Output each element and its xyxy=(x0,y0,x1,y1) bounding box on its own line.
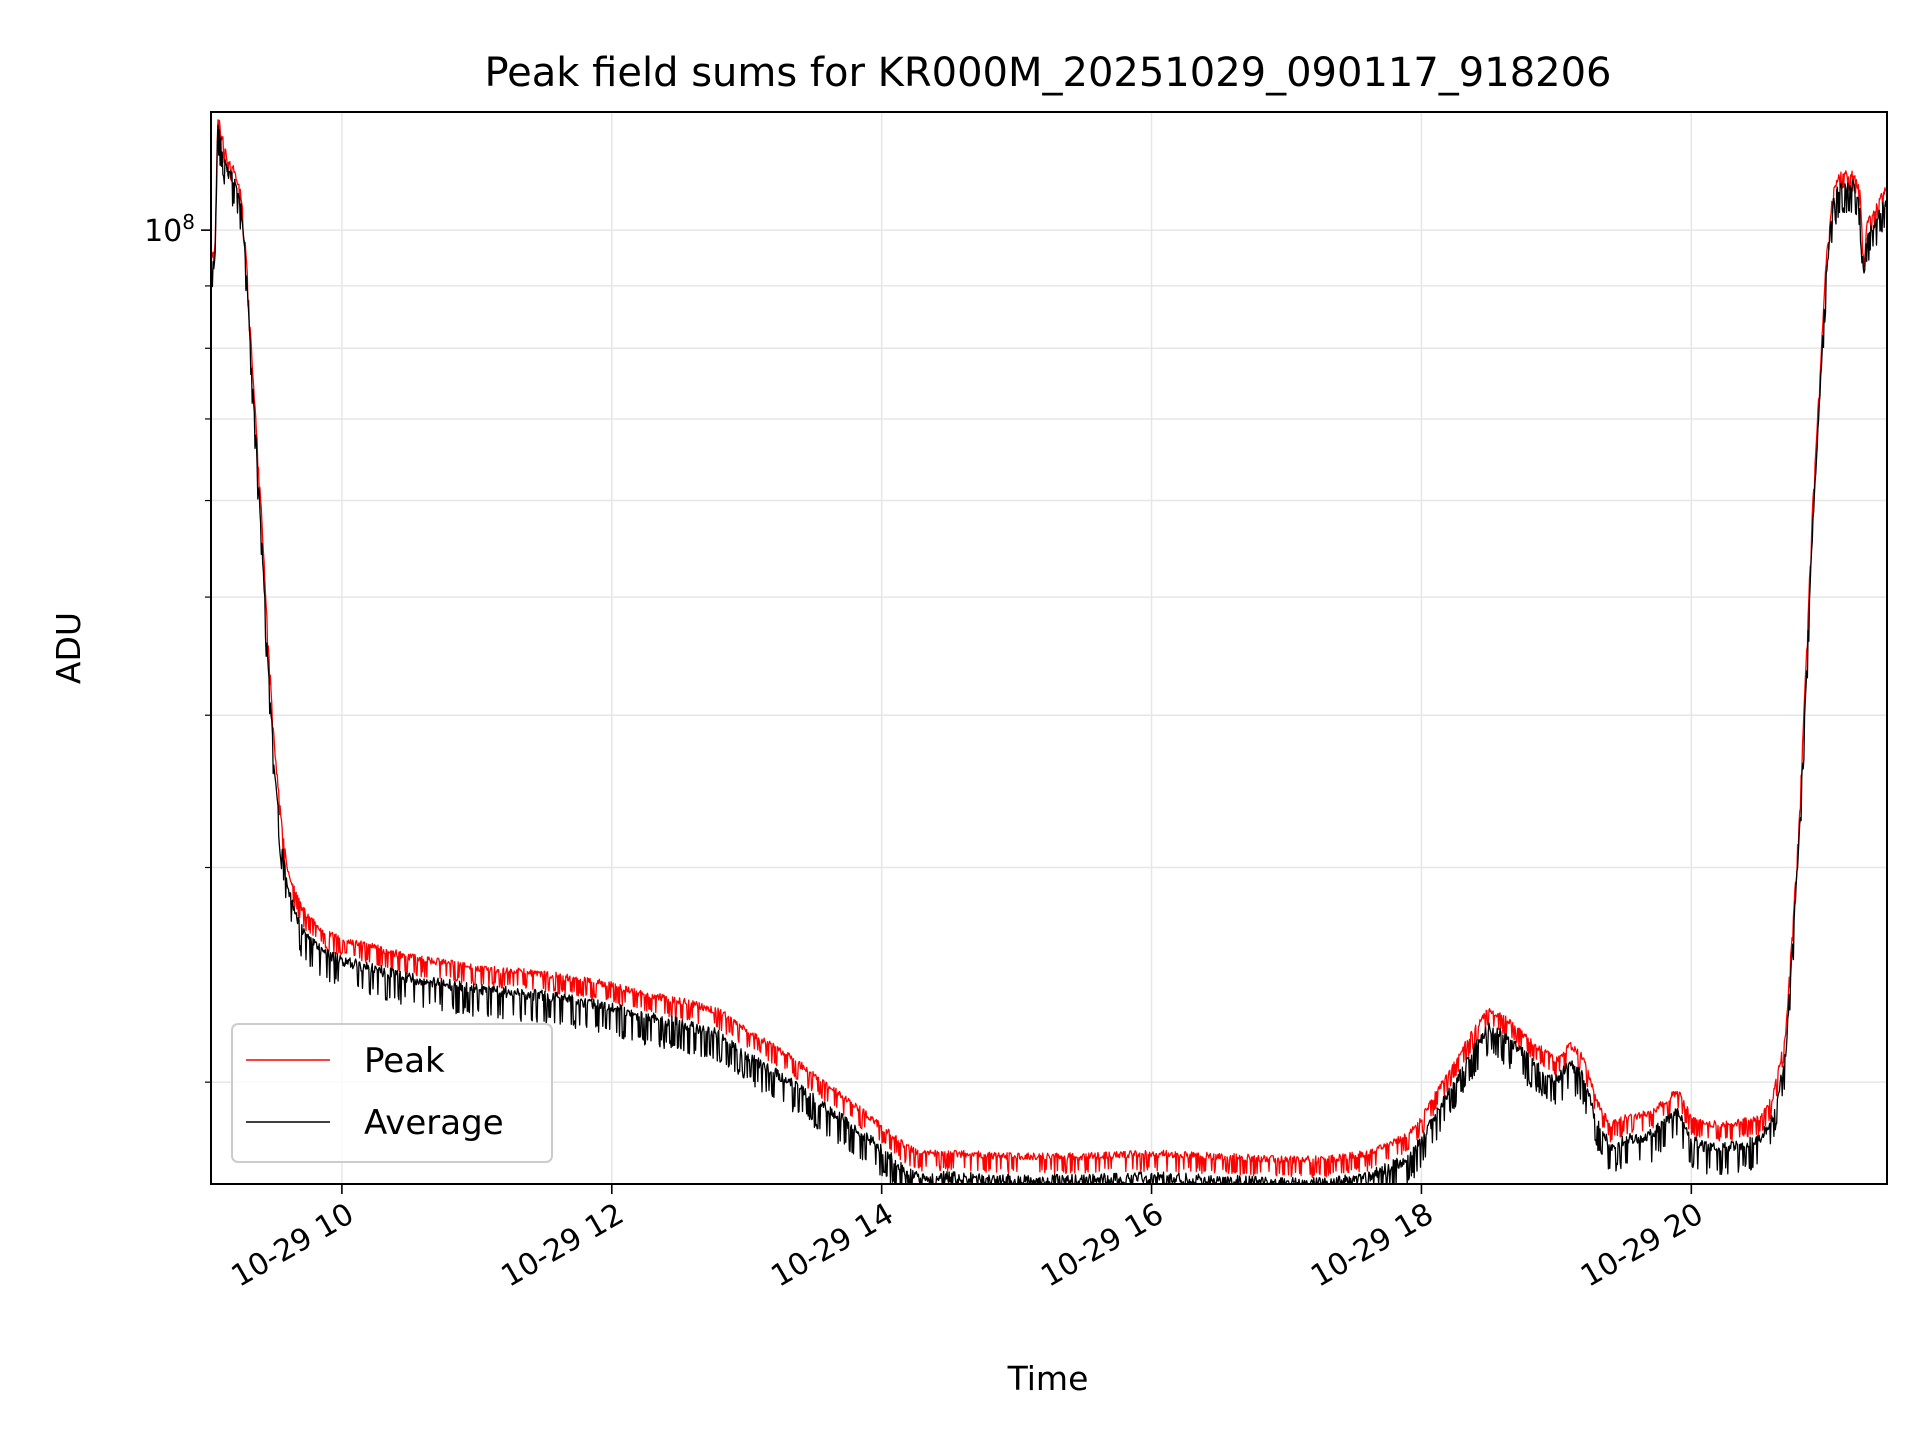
legend-box xyxy=(231,1023,553,1163)
series-line-peak xyxy=(210,119,1888,1178)
grid xyxy=(211,112,1887,1184)
y-axis: 108 xyxy=(144,210,211,1083)
y-axis-label: ADU xyxy=(49,612,88,684)
plot-frame xyxy=(210,111,1888,1185)
x-axis-label: Time xyxy=(1007,1359,1089,1398)
legend: Peak Average xyxy=(231,1023,553,1163)
legend-label-average: Average xyxy=(364,1103,504,1143)
y-tick-label: 108 xyxy=(144,210,195,249)
series-layer xyxy=(210,119,1888,1185)
chart-title: Peak field sums for KR000M_20251029_0901… xyxy=(484,50,1611,96)
legend-label-peak: Peak xyxy=(364,1041,445,1081)
series-line-average xyxy=(210,124,1888,1185)
